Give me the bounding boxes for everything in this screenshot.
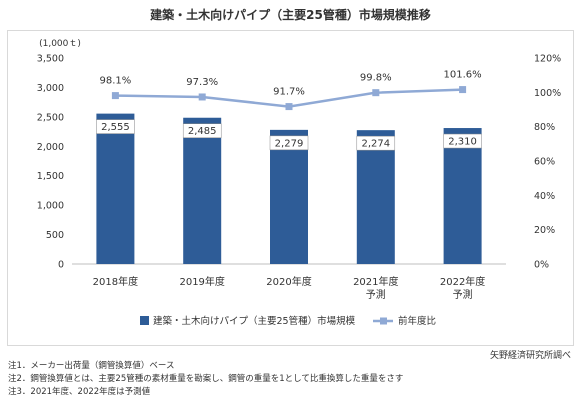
footnote-3: 注3．2021年度、2022年度は予測値 (8, 387, 151, 397)
bar-value-box (356, 135, 396, 151)
y2-tick-label: 40% (534, 191, 555, 202)
bar-value-label: 2,274 (361, 139, 390, 150)
y-tick-label: 3,500 (37, 54, 64, 65)
ratio-label: 101.6% (444, 70, 482, 81)
bar-value-box (269, 135, 309, 151)
bar (183, 117, 222, 265)
ratio-marker (459, 86, 467, 94)
source-note: 矢野経済研究所調べ (489, 351, 571, 361)
ratio-label: 91.7% (273, 87, 305, 98)
bar-value-label: 2,310 (448, 137, 477, 148)
bar-value-label: 2,279 (275, 138, 304, 149)
bar (356, 130, 395, 264)
x-tick-label: 2020年度 (266, 275, 311, 288)
footnote-1: 注1．メーカー出荷量（鋼管換算値）ベース (8, 361, 175, 371)
y2-tick-label: 120% (534, 54, 561, 65)
x-tick-label: 2019年度 (179, 275, 224, 288)
legend-label-bar: 建築・土木向けパイプ（主要25管種）市場規模 (153, 315, 356, 327)
y2-tick-label: 100% (534, 88, 561, 99)
y2-tick-label: 20% (534, 225, 555, 236)
y-tick-label: 0 (58, 260, 64, 271)
legend-label-line: 前年度比 (398, 315, 436, 327)
ratio-label: 98.1% (100, 76, 132, 87)
bar (443, 128, 482, 264)
footnote-2: 注2．鋼管換算値とは、主要25管種の素材重量を勘案し、鋼管の重量を1として比重換… (8, 374, 404, 384)
x-tick-label: 2018年度 (93, 275, 138, 288)
ratio-label: 97.3% (186, 77, 218, 88)
x-tick-label: 2022年度 (440, 275, 485, 288)
bar (96, 113, 135, 265)
ratio-marker (372, 89, 380, 97)
y2-tick-label: 0% (534, 260, 549, 271)
bar-value-box (96, 119, 135, 134)
bar-value-box (443, 133, 482, 149)
y-axis-unit: (1,000ｔ) (39, 39, 81, 49)
chart-title: 建築・土木向けパイプ（主要25管種）市場規模推移 (150, 8, 431, 22)
y-tick-label: 2,500 (37, 112, 64, 123)
x-tick-label: 予測 (366, 288, 386, 301)
y-tick-label: 1,500 (37, 171, 64, 182)
bar-value-label: 2,485 (188, 126, 217, 137)
y-tick-label: 3,000 (37, 83, 64, 94)
y2-tick-label: 60% (534, 157, 555, 168)
ratio-label: 99.8% (360, 73, 392, 84)
ratio-marker (111, 92, 119, 100)
y-tick-label: 2,000 (37, 142, 64, 153)
y2-tick-label: 80% (534, 122, 555, 133)
bar (270, 129, 308, 264)
ratio-marker (285, 103, 293, 111)
x-tick-label: 2021年度 (353, 275, 398, 288)
legend-swatch-bar (140, 316, 149, 325)
legend-swatch-marker (380, 317, 387, 325)
chart-frame (7, 30, 574, 346)
bar-value-box (182, 123, 222, 138)
y-tick-label: 1,000 (37, 201, 64, 212)
ratio-marker (198, 93, 206, 101)
y-tick-label: 500 (46, 230, 64, 241)
footnotes: 注1．メーカー出荷量（鋼管換算値）ベース 注2．鋼管換算値とは、主要25管種の素… (8, 360, 403, 399)
bar-value-label: 2,555 (101, 122, 130, 133)
x-tick-label: 予測 (453, 288, 473, 301)
